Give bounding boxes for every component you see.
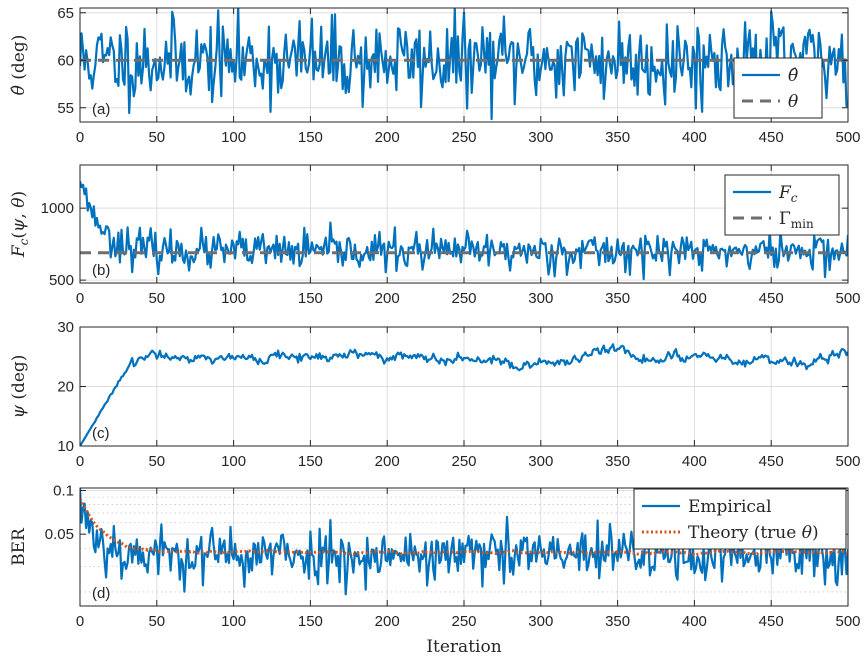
x-tick-label: 0 xyxy=(76,453,84,470)
y-tick-label: 20 xyxy=(57,379,74,396)
x-tick-label: 450 xyxy=(759,290,784,307)
x-tick-label: 0 xyxy=(76,613,84,630)
x-tick-label: 150 xyxy=(298,290,323,307)
x-tick-label: 0 xyxy=(76,290,84,307)
x-tick-label: 400 xyxy=(682,613,707,630)
legend-box xyxy=(724,174,840,236)
y-tick-label: 65 xyxy=(57,5,74,22)
panel-label: (b) xyxy=(92,262,110,279)
y-tick-label: 30 xyxy=(57,319,74,336)
x-tick-label: 300 xyxy=(528,613,553,630)
panel-c: 0 50 100 150 200 250 300 350 400 450 500 10 20 30 ψ (d… xyxy=(9,319,861,470)
panel-label: (c) xyxy=(92,425,110,442)
y-tick-label: 60 xyxy=(57,52,74,69)
x-tick-label: 150 xyxy=(298,129,323,146)
x-tick-label: 450 xyxy=(759,129,784,146)
y-tick-label: 55 xyxy=(57,100,74,117)
panel-d: 0 50 100 150 200 250 300 350 400 450 500 0.05 0.1 BER… xyxy=(9,482,861,657)
x-tick-label: 300 xyxy=(528,290,553,307)
y-axis-label: ψ (deg) xyxy=(9,355,29,419)
x-tick-label: 50 xyxy=(148,129,165,146)
x-tick-label: 350 xyxy=(605,129,630,146)
x-tick-label: 250 xyxy=(451,453,476,470)
legend-box xyxy=(633,488,847,550)
x-tick-label: 400 xyxy=(682,453,707,470)
series-line-c-0 xyxy=(80,343,848,446)
y-tick-label: 0.05 xyxy=(45,526,74,543)
series-line-d-1 xyxy=(80,497,848,557)
series-group xyxy=(80,181,848,281)
y-tick-label: 0.1 xyxy=(53,482,74,499)
x-tick-label: 500 xyxy=(835,129,860,146)
series-group xyxy=(80,343,848,446)
y-tick-label: 10 xyxy=(57,438,74,455)
x-tick-label: 50 xyxy=(148,613,165,630)
y-axis-label: BER xyxy=(9,527,29,566)
x-tick-label: 400 xyxy=(682,129,707,146)
x-tick-label: 250 xyxy=(451,129,476,146)
x-tick-label: 200 xyxy=(375,613,400,630)
panel-a: 0 50 100 150 200 250 300 350 400 450 500 55 60 65 θ̂ (… xyxy=(9,5,861,146)
legend: θ̂ θ xyxy=(733,57,823,119)
x-tick-label: 300 xyxy=(528,453,553,470)
x-tick-label: 250 xyxy=(451,613,476,630)
x-tick-label: 100 xyxy=(221,453,246,470)
y-tick-label: 500 xyxy=(49,272,74,289)
x-tick-label: 150 xyxy=(298,613,323,630)
legend: Empirical Theory (true θ) xyxy=(633,488,847,550)
x-tick-label: 350 xyxy=(605,290,630,307)
legend-label: Γmin xyxy=(779,209,814,231)
legend-label: Theory (true θ) xyxy=(688,523,819,543)
legend-label: θ xyxy=(788,92,798,112)
x-tick-label: 200 xyxy=(375,129,400,146)
y-tick-label: 1000 xyxy=(41,200,74,217)
panel-label: (d) xyxy=(92,585,110,602)
x-tick-label: 0 xyxy=(76,129,84,146)
x-tick-label: 200 xyxy=(375,290,400,307)
x-tick-label: 200 xyxy=(375,453,400,470)
x-tick-label: 50 xyxy=(148,290,165,307)
legend: Fc Γmin xyxy=(724,174,840,236)
x-tick-label: 500 xyxy=(835,453,860,470)
legend-box xyxy=(733,57,823,119)
x-tick-label: 450 xyxy=(759,453,784,470)
x-tick-label: 500 xyxy=(835,613,860,630)
x-tick-label: 100 xyxy=(221,290,246,307)
x-tick-label: 250 xyxy=(451,290,476,307)
y-axis-label: θ̂ (deg) xyxy=(9,35,29,96)
legend-label: θ̂ xyxy=(788,66,798,86)
panel-b: 0 50 100 150 200 250 300 350 400 450 5005001000Fc(… xyxy=(9,164,861,307)
x-tick-label: 150 xyxy=(298,453,323,470)
x-tick-label: 500 xyxy=(835,290,860,307)
x-tick-label: 350 xyxy=(605,613,630,630)
x-axis-label: Iteration xyxy=(426,637,501,657)
x-tick-label: 50 xyxy=(148,453,165,470)
x-tick-label: 450 xyxy=(759,613,784,630)
y-axis-label: Fc(ψ, θ) xyxy=(9,191,31,258)
legend-label: Empirical xyxy=(688,497,772,517)
x-tick-label: 100 xyxy=(221,129,246,146)
panel-label: (a) xyxy=(92,101,110,118)
x-tick-label: 100 xyxy=(221,613,246,630)
x-tick-label: 350 xyxy=(605,453,630,470)
x-tick-label: 300 xyxy=(528,129,553,146)
legend-label: Fc xyxy=(778,183,798,205)
x-tick-label: 400 xyxy=(682,290,707,307)
